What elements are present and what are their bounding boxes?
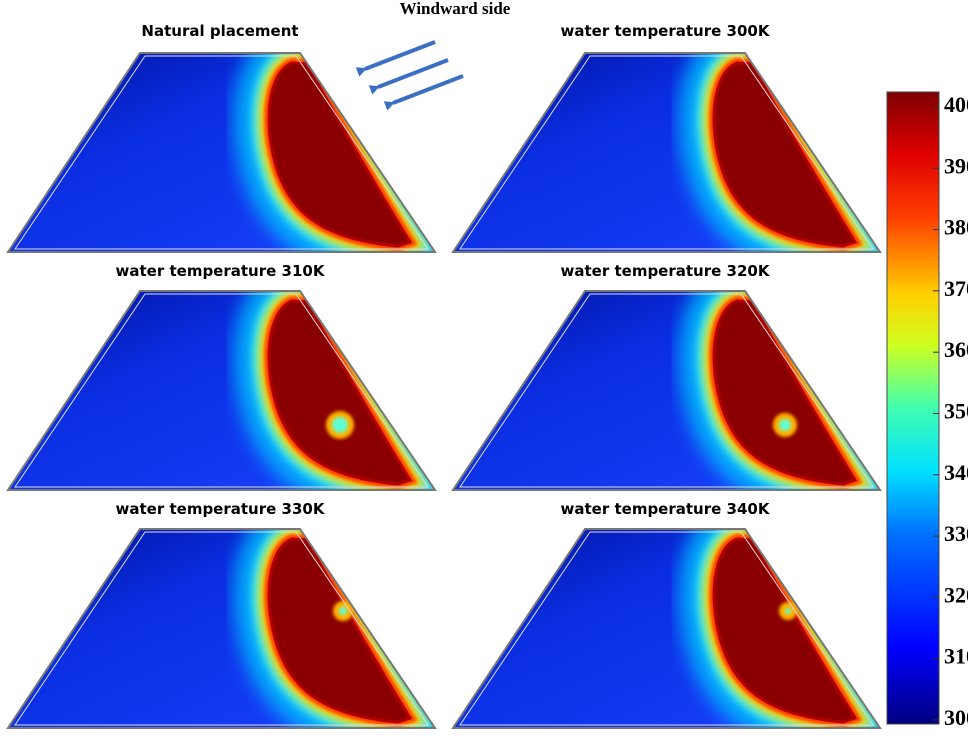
heatmap-field <box>8 529 435 728</box>
hot-core <box>712 537 858 724</box>
hot-core <box>267 61 413 248</box>
hot-core <box>712 61 858 248</box>
panel-outline-inner <box>459 55 874 250</box>
panel-title: water temperature 310K <box>116 262 326 280</box>
colorbar-tick-label: 330 <box>944 521 968 546</box>
panel-title: water temperature 340K <box>561 500 771 518</box>
panel-title: water temperature 300K <box>561 22 771 40</box>
heatmap-field <box>453 529 880 728</box>
panel-outline <box>6 52 437 253</box>
heatmap-field <box>8 53 435 252</box>
heatmap-field <box>453 53 880 252</box>
heatmap-panel <box>6 528 437 729</box>
heatmap-panel <box>451 528 882 729</box>
colorbar: 300 310 320 330 340 350 360 370 380 390 400 <box>886 91 968 730</box>
colorbar-tick-label: 380 <box>944 215 968 240</box>
hot-core <box>267 537 413 724</box>
colorbar-tick-label: 360 <box>944 337 968 362</box>
colorbar-gradient <box>886 91 940 725</box>
panel-title: water temperature 320K <box>561 262 771 280</box>
colorbar-tick-label: 300 <box>944 705 968 730</box>
panel-outline <box>6 528 437 729</box>
panel-outline-inner <box>14 55 429 250</box>
heatmap-panel <box>6 290 437 491</box>
hot-core <box>712 299 858 486</box>
panel-outline-inner <box>459 293 874 488</box>
panels: Natural placement water temperature 300K w… <box>6 22 882 729</box>
panel-outline-inner <box>14 293 429 488</box>
colorbar-tick-label: 370 <box>944 276 968 301</box>
panel-outline <box>451 528 882 729</box>
water-spot <box>332 417 348 433</box>
heatmap-field <box>453 291 880 490</box>
colorbar-tick-label: 320 <box>944 582 968 607</box>
panel-outline-inner <box>14 531 429 726</box>
water-spot <box>814 123 832 141</box>
panel-outline <box>451 290 882 491</box>
heatmap-panel <box>6 52 437 253</box>
hot-core <box>267 299 413 486</box>
annotation: Windward side <box>400 0 511 18</box>
colorbar-tick-label: 400 <box>944 92 968 117</box>
wind-arrows <box>355 40 464 111</box>
water-spot-halo <box>808 117 838 147</box>
heatmap-panel <box>451 52 882 253</box>
heatmap-panel <box>451 290 882 491</box>
colorbar-tick-label: 340 <box>944 460 968 485</box>
water-spot <box>779 419 791 431</box>
panel-title: Natural placement <box>141 22 298 40</box>
water-spot <box>339 607 347 615</box>
colorbar-tick-label: 310 <box>944 644 968 669</box>
colorbar-tick-label: 350 <box>944 399 968 424</box>
colorbar-tick-label: 390 <box>944 153 968 178</box>
panel-title: water temperature 330K <box>116 500 326 518</box>
water-spot <box>785 608 791 614</box>
panel-outline <box>6 290 437 491</box>
panel-outline-inner <box>459 531 874 726</box>
heatmap-field <box>8 291 435 490</box>
panel-outline <box>451 52 882 253</box>
